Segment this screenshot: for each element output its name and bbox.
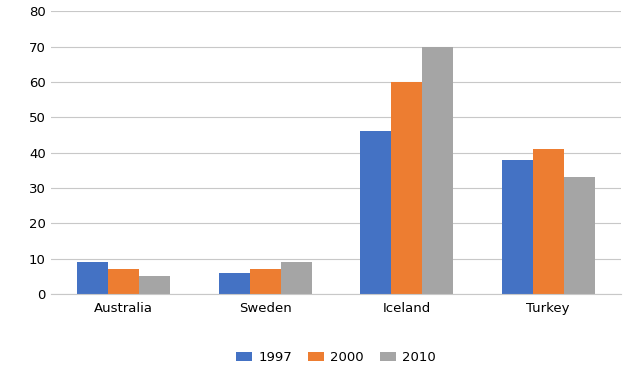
Bar [564,178,595,294]
Bar [77,262,108,294]
Bar [219,273,250,294]
Bar [422,47,453,294]
Bar [281,262,312,294]
Bar [360,132,391,294]
Bar [532,149,564,294]
Bar [108,269,140,294]
Bar [502,160,532,294]
Legend: 1997, 2000, 2010: 1997, 2000, 2010 [230,346,442,369]
Bar [140,276,170,294]
Bar [250,269,281,294]
Bar [391,82,422,294]
